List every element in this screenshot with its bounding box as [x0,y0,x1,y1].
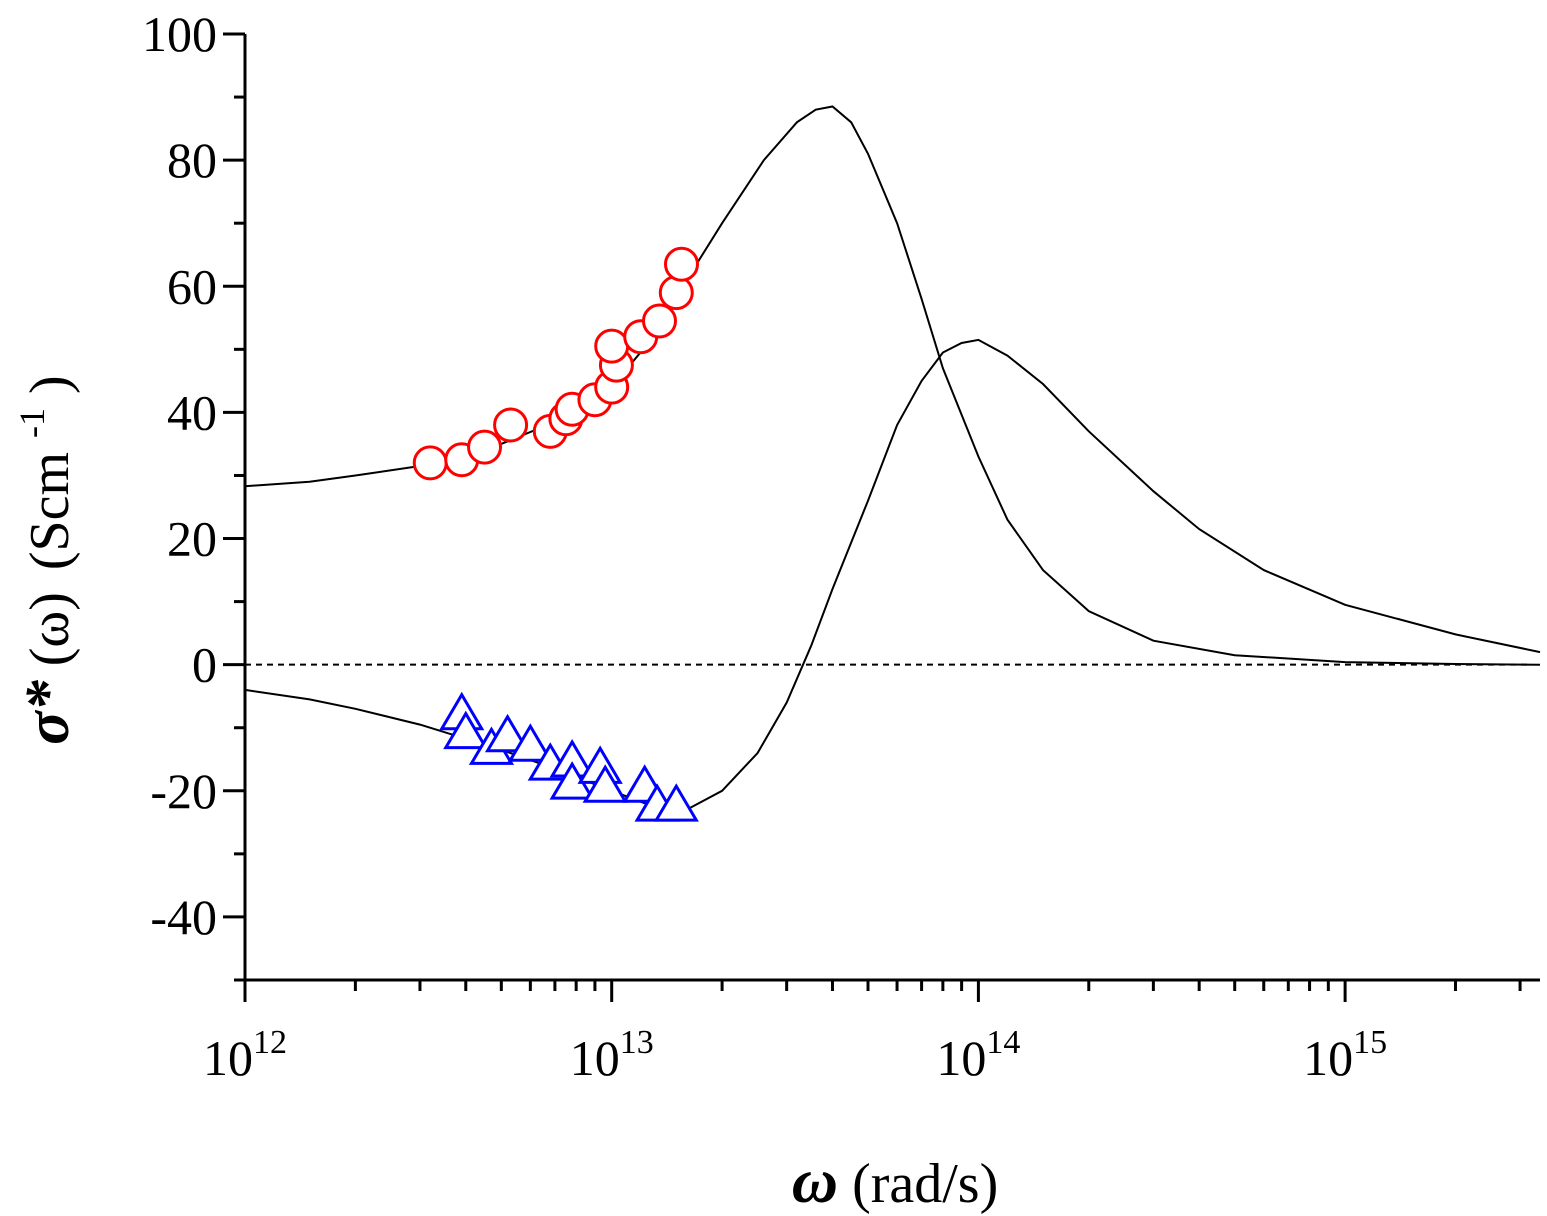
data-point-triangle [484,713,531,753]
y-tick-label: -40 [150,889,217,945]
x-tick-label: 1013 [570,1024,654,1086]
x-axis-title: ω (rad/s) [792,1145,998,1216]
data-point-circle [467,429,503,465]
y-tick-label: 0 [192,637,217,693]
x-tick-label: 1014 [936,1024,1020,1086]
y-tick-label: 40 [167,384,217,440]
y-tick-labels: 100 80 60 40 20 0 -20 -40 [142,6,217,945]
data-point-circle [663,246,699,282]
x-tick-label: 1012 [203,1024,287,1086]
x-tick-label: 1015 [1303,1024,1387,1086]
data-point-circle [493,407,529,443]
axes [243,34,1540,982]
data-point-circle [641,303,677,339]
data-point-triangle [653,783,699,822]
fit-curve-im-fit [244,338,1541,811]
data-point-circle [658,275,694,311]
y-tick-label: 100 [142,6,217,62]
data-point-circle [594,328,630,364]
fit-curve-re-fit [244,105,1541,666]
y-tick-label: 20 [167,511,217,567]
y-axis-title: σ* (ω) (Scm -1 ) [0,375,82,744]
data-point-triangle [507,723,553,762]
x-tick-labels: 1012 1013 1014 1015 [203,1024,1387,1086]
series-layer [244,105,1541,822]
axes-ticks [223,32,1522,1002]
data-point-triangle [582,764,628,803]
data-point-triangle [443,710,489,750]
data-point-circle [412,445,448,481]
y-tick-label: -20 [150,763,217,819]
y-tick-label: 80 [167,132,217,188]
y-tick-label: 60 [167,258,217,314]
